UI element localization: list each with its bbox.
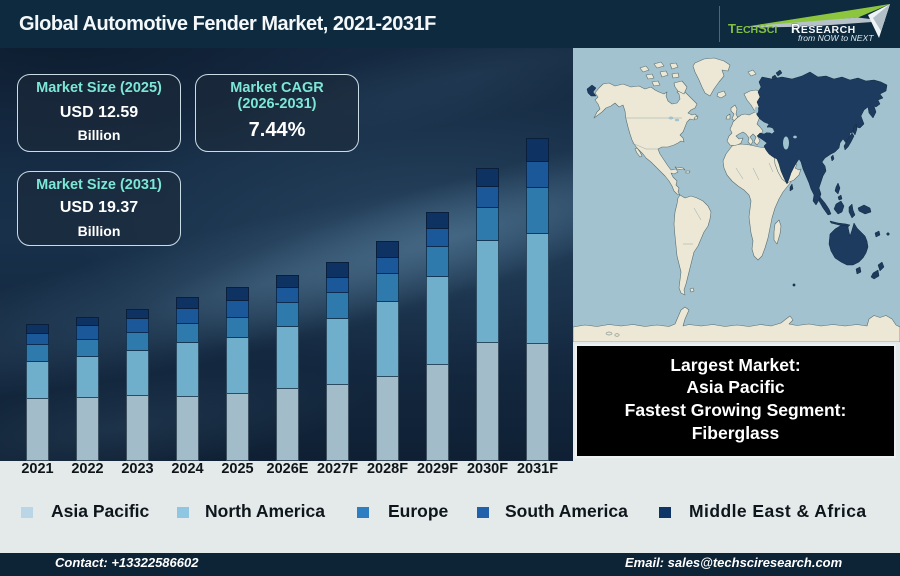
svg-text:TECHSCI: TECHSCI bbox=[728, 21, 777, 36]
svg-text:from NOW to NEXT: from NOW to NEXT bbox=[798, 33, 874, 43]
svg-text:RESEARCH: RESEARCH bbox=[791, 21, 856, 36]
